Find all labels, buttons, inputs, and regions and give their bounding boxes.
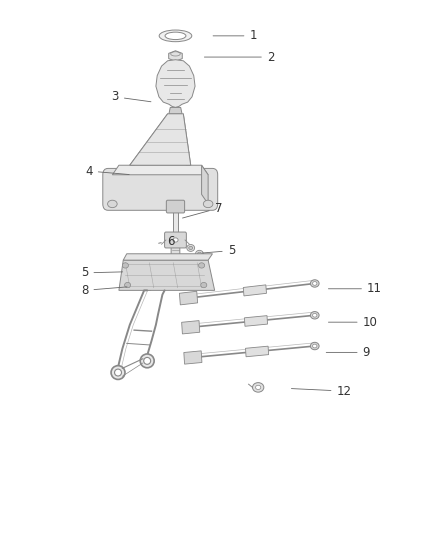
Ellipse shape bbox=[173, 238, 178, 242]
Text: 8: 8 bbox=[81, 284, 127, 297]
FancyBboxPatch shape bbox=[171, 240, 180, 257]
Polygon shape bbox=[244, 316, 268, 326]
Polygon shape bbox=[119, 260, 215, 290]
Text: 2: 2 bbox=[205, 51, 274, 63]
Text: 10: 10 bbox=[328, 316, 378, 329]
Ellipse shape bbox=[159, 30, 192, 42]
Ellipse shape bbox=[165, 32, 186, 39]
Ellipse shape bbox=[144, 358, 151, 365]
Text: 11: 11 bbox=[328, 282, 382, 295]
Polygon shape bbox=[180, 291, 198, 305]
Text: 9: 9 bbox=[326, 346, 370, 359]
Ellipse shape bbox=[313, 313, 317, 317]
Ellipse shape bbox=[313, 344, 317, 348]
Text: 3: 3 bbox=[112, 90, 151, 103]
Polygon shape bbox=[201, 165, 208, 204]
Ellipse shape bbox=[124, 282, 131, 288]
Ellipse shape bbox=[198, 252, 201, 255]
Ellipse shape bbox=[139, 268, 143, 271]
FancyBboxPatch shape bbox=[165, 232, 186, 248]
Polygon shape bbox=[184, 351, 202, 364]
Polygon shape bbox=[182, 114, 191, 165]
Polygon shape bbox=[169, 51, 182, 61]
Ellipse shape bbox=[203, 200, 213, 208]
Polygon shape bbox=[173, 206, 178, 256]
Polygon shape bbox=[243, 285, 266, 296]
Ellipse shape bbox=[253, 383, 264, 392]
Ellipse shape bbox=[195, 251, 203, 257]
Text: 12: 12 bbox=[291, 385, 352, 398]
Text: 7: 7 bbox=[183, 201, 222, 218]
Ellipse shape bbox=[189, 246, 193, 249]
Ellipse shape bbox=[137, 266, 145, 272]
Ellipse shape bbox=[198, 263, 205, 268]
Polygon shape bbox=[169, 108, 182, 114]
Text: 5: 5 bbox=[202, 244, 235, 257]
Ellipse shape bbox=[187, 245, 194, 252]
Polygon shape bbox=[156, 60, 195, 108]
Ellipse shape bbox=[311, 342, 319, 350]
Ellipse shape bbox=[108, 200, 117, 208]
Text: 5: 5 bbox=[81, 266, 123, 279]
Ellipse shape bbox=[115, 369, 121, 376]
Ellipse shape bbox=[122, 263, 128, 268]
Polygon shape bbox=[130, 114, 169, 165]
Ellipse shape bbox=[111, 366, 125, 379]
Polygon shape bbox=[246, 346, 268, 357]
Polygon shape bbox=[123, 254, 212, 260]
FancyBboxPatch shape bbox=[166, 200, 185, 213]
Ellipse shape bbox=[129, 265, 133, 268]
Ellipse shape bbox=[311, 312, 319, 319]
Ellipse shape bbox=[140, 354, 154, 368]
Polygon shape bbox=[182, 321, 200, 334]
Ellipse shape bbox=[311, 280, 319, 287]
Polygon shape bbox=[113, 165, 208, 175]
Polygon shape bbox=[130, 114, 191, 165]
Ellipse shape bbox=[313, 281, 317, 285]
Text: 1: 1 bbox=[213, 29, 257, 42]
FancyBboxPatch shape bbox=[103, 168, 218, 211]
Ellipse shape bbox=[201, 282, 207, 288]
Ellipse shape bbox=[127, 263, 135, 270]
Ellipse shape bbox=[255, 385, 261, 390]
Text: 4: 4 bbox=[85, 165, 129, 177]
Text: 6: 6 bbox=[159, 235, 174, 247]
